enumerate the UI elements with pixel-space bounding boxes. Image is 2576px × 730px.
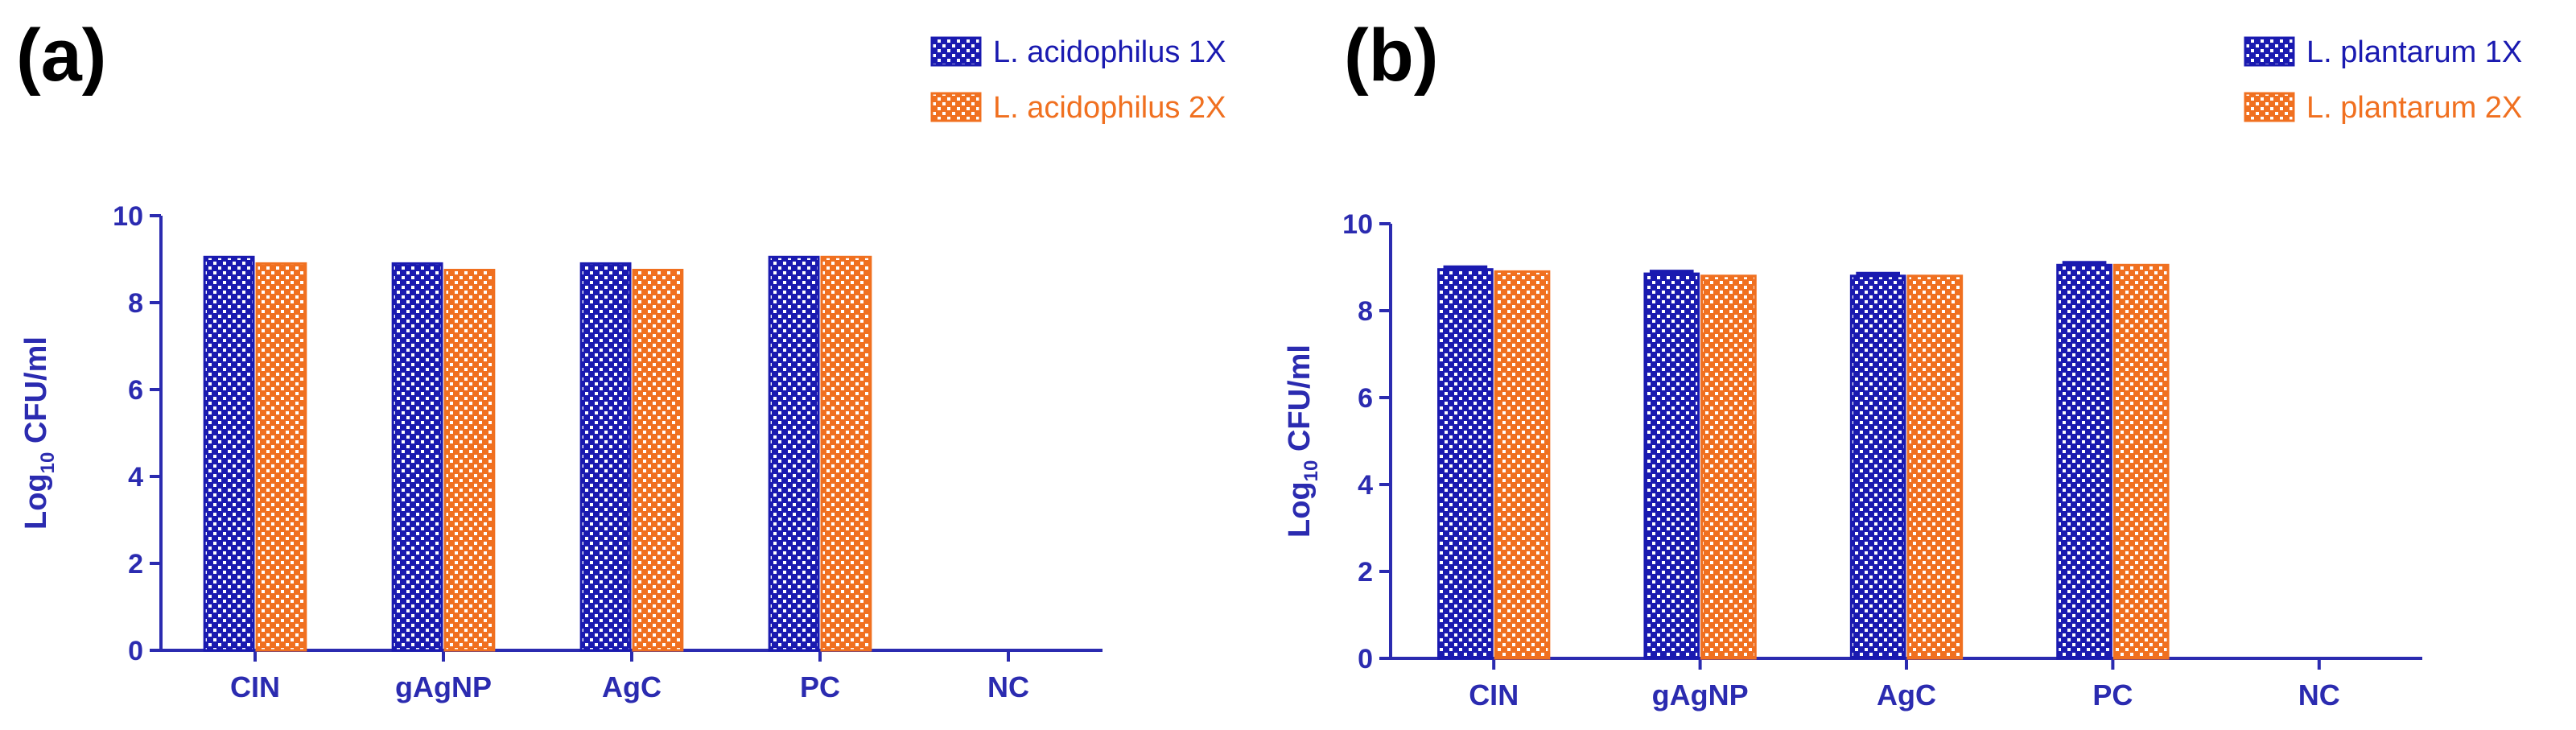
x-tick-label: AgC: [1877, 678, 1936, 711]
bar-l-plantarum-1x: [1849, 274, 1906, 660]
bar-l-acidophilus-1x: [768, 255, 820, 652]
panel-label-b: (b): [1344, 14, 1438, 97]
bar-l-acidophilus-2x: [255, 262, 307, 652]
y-tick-label: 4: [128, 462, 143, 493]
y-tick-label: 4: [1358, 470, 1373, 501]
panel-label-a: (a): [16, 14, 106, 97]
bar-l-plantarum-2x: [1906, 274, 1964, 660]
legend-label: L. acidophilus 1X: [993, 35, 1226, 69]
y-axis-title-subscript: 10: [1300, 460, 1322, 482]
y-tick-label: 0: [1358, 644, 1373, 674]
bar-l-plantarum-2x: [2112, 263, 2170, 660]
chart-panel-b: (b) L. plantarum 1X L. plantarum 2X 0 2 4 6 8…: [1283, 14, 2522, 711]
y-tick-label: 8: [1358, 296, 1373, 327]
legend-b: L. plantarum 1X L. plantarum 2X: [2244, 35, 2522, 125]
bar-l-acidophilus-1x: [391, 262, 443, 652]
y-tick-label: 2: [128, 549, 143, 579]
x-tick-label: gAgNP: [1652, 678, 1749, 711]
y-axis-title-unit: CFU/ml: [1283, 344, 1317, 460]
y-axis-title-subscript: 10: [37, 452, 59, 474]
y-axis-title-unit: CFU/ml: [19, 336, 53, 452]
bar-l-acidophilus-2x: [443, 269, 496, 652]
x-tick-label: CIN: [230, 670, 280, 703]
bar-l-acidophilus-1x: [203, 255, 255, 652]
legend-a: L. acidophilus 1X L. acidophilus 2X: [930, 35, 1226, 125]
x-tick-label: NC: [2298, 678, 2340, 711]
bar-l-acidophilus-2x: [632, 269, 684, 652]
y-axis-title-base: Log: [19, 473, 53, 530]
x-tick-label: NC: [987, 670, 1029, 703]
y-tick-label: 0: [128, 636, 143, 666]
y-tick-label: 6: [1358, 383, 1373, 414]
bar-l-plantarum-2x: [1494, 270, 1551, 660]
bar-l-acidophilus-2x: [820, 255, 872, 652]
y-axis-title: Log10 CFU/ml: [1283, 344, 1322, 538]
legend-swatch: [2244, 36, 2295, 67]
legend-label: L. acidophilus 2X: [993, 91, 1226, 125]
y-tick-label: 6: [128, 375, 143, 406]
legend-swatch: [2244, 92, 2295, 122]
x-tick-label: PC: [800, 670, 840, 703]
x-tick-label: AgC: [602, 670, 662, 703]
x-tick-label: PC: [2092, 678, 2133, 711]
y-tick-label: 10: [113, 201, 143, 232]
y-axis-title: Log10 CFU/ml: [19, 336, 59, 530]
y-tick-label: 10: [1342, 209, 1373, 240]
legend-label: L. plantarum 1X: [2306, 35, 2522, 69]
legend-label: L. plantarum 2X: [2306, 91, 2522, 125]
bar-l-plantarum-1x: [1437, 268, 1494, 660]
y-tick-label: 2: [1358, 557, 1373, 588]
bar-l-plantarum-2x: [1700, 274, 1757, 660]
chart-panel-a: (a) L. acidophilus 1X L. acidophilus 2X 0…: [16, 14, 1226, 703]
y-tick-label: 8: [128, 288, 143, 319]
bar-l-plantarum-1x: [1643, 272, 1700, 660]
legend-swatch: [930, 92, 982, 122]
bar-l-acidophilus-1x: [579, 262, 632, 652]
x-tick-label: gAgNP: [395, 670, 492, 703]
y-axis-title-base: Log: [1283, 481, 1317, 538]
bar-l-plantarum-1x: [2056, 263, 2112, 660]
x-tick-label: CIN: [1469, 678, 1519, 711]
legend-swatch: [930, 36, 982, 67]
